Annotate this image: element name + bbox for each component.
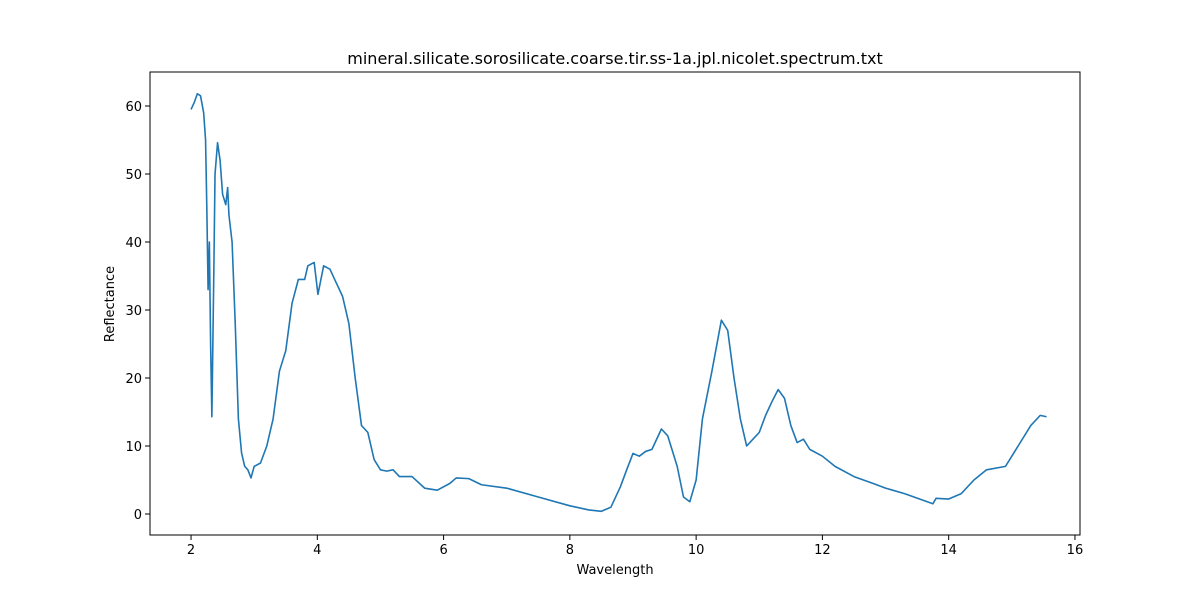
y-tick-label: 20 [125, 372, 142, 387]
x-tick-label: 10 [688, 543, 705, 558]
x-tick-label: 4 [313, 543, 321, 558]
y-tick-label: 30 [125, 304, 142, 319]
data-line [190, 92, 1047, 513]
x-tick-label: 2 [187, 543, 195, 558]
x-tick-label: 16 [1067, 543, 1084, 558]
y-tick-label: 50 [125, 168, 142, 183]
y-tick-label: 0 [134, 508, 142, 523]
x-axis-label: Wavelength [576, 563, 653, 578]
x-tick-label: 8 [566, 543, 574, 558]
y-tick-label: 10 [125, 440, 142, 455]
x-tick-label: 6 [439, 543, 447, 558]
x-tick-label: 14 [940, 543, 957, 558]
y-tick-label: 40 [125, 236, 142, 251]
x-tick-label: 12 [814, 543, 831, 558]
y-axis-label: Reflectance [103, 266, 118, 342]
y-tick-label: 60 [125, 100, 142, 115]
plot-frame [149, 71, 1081, 536]
chart-title: mineral.silicate.sorosilicate.coarse.tir… [347, 49, 882, 68]
